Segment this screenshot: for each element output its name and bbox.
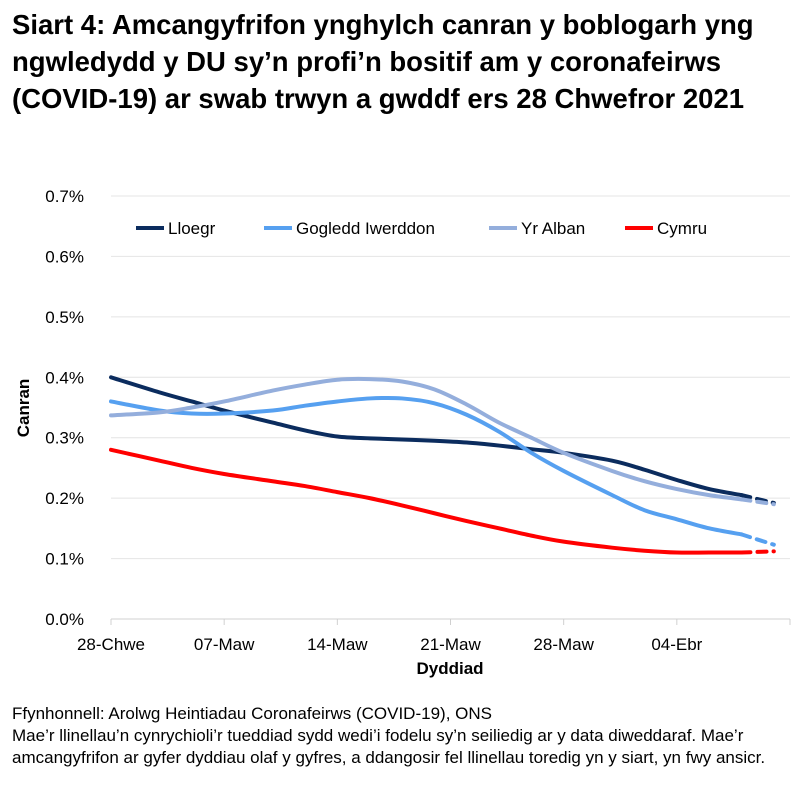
series-lines xyxy=(109,375,776,555)
y-tick-label: 0.2% xyxy=(45,489,84,508)
series-line-gogledd-iwerddon xyxy=(109,395,744,537)
x-tick-label: 14-Maw xyxy=(307,635,368,654)
legend-item: Cymru xyxy=(625,219,707,238)
x-tick-label: 28-Chwe xyxy=(77,635,145,654)
y-tick-label: 0.6% xyxy=(45,247,84,266)
y-tick-labels: 0.0% 0.1% 0.2% 0.3% 0.4% 0.5% 0.6% 0.7% xyxy=(45,187,84,629)
gridlines xyxy=(110,195,791,625)
series-line-projected-cymru xyxy=(739,549,776,555)
series-line-projected-yr-alban xyxy=(739,497,776,507)
x-tick-label: 07-Maw xyxy=(194,635,255,654)
legend-item: Lloegr xyxy=(136,219,216,238)
y-tick-label: 0.1% xyxy=(45,550,84,569)
y-tick-label: 0.5% xyxy=(45,308,84,327)
x-tick-label: 21-Maw xyxy=(420,635,481,654)
y-axis-label: Canran xyxy=(14,379,33,438)
series-line-cymru xyxy=(109,447,744,555)
y-tick-label: 0.7% xyxy=(45,187,84,206)
legend-label: Yr Alban xyxy=(521,219,585,238)
y-tick-label: 0.3% xyxy=(45,429,84,448)
legend-item: Yr Alban xyxy=(489,219,585,238)
legend-label: Lloegr xyxy=(168,219,216,238)
chart-title: Siart 4: Amcangyfrifon ynghylch canran y… xyxy=(12,9,754,114)
line-chart: 0.0% 0.1% 0.2% 0.3% 0.4% 0.5% 0.6% 0.7% 28-Chwe… xyxy=(14,187,791,678)
footnote: Mae’r llinellau’n cynrychioli’r tueddiad… xyxy=(12,726,766,767)
x-axis-label: Dyddiad xyxy=(416,659,483,678)
series-line-lloegr xyxy=(109,375,744,498)
legend: Lloegr Gogledd Iwerddon Yr Alban Cymru xyxy=(136,219,707,238)
legend-label: Gogledd Iwerddon xyxy=(296,219,435,238)
series-line-projected-gogledd-iwerddon xyxy=(739,532,776,547)
y-tick-label: 0.4% xyxy=(45,368,84,387)
series-line-yr-alban xyxy=(109,376,744,502)
x-tick-label: 28-Maw xyxy=(533,635,594,654)
legend-item: Gogledd Iwerddon xyxy=(264,219,435,238)
x-tick-label: 04-Ebr xyxy=(651,635,702,654)
source-note: Ffynhonnell: Arolwg Heintiadau Coronafei… xyxy=(12,704,492,723)
x-tick-labels: 28-Chwe 07-Maw 14-Maw 21-Maw 28-Maw 04-Ebr xyxy=(77,635,703,654)
series-line-projected-lloegr xyxy=(739,493,776,505)
y-tick-label: 0.0% xyxy=(45,610,84,629)
legend-label: Cymru xyxy=(657,219,707,238)
